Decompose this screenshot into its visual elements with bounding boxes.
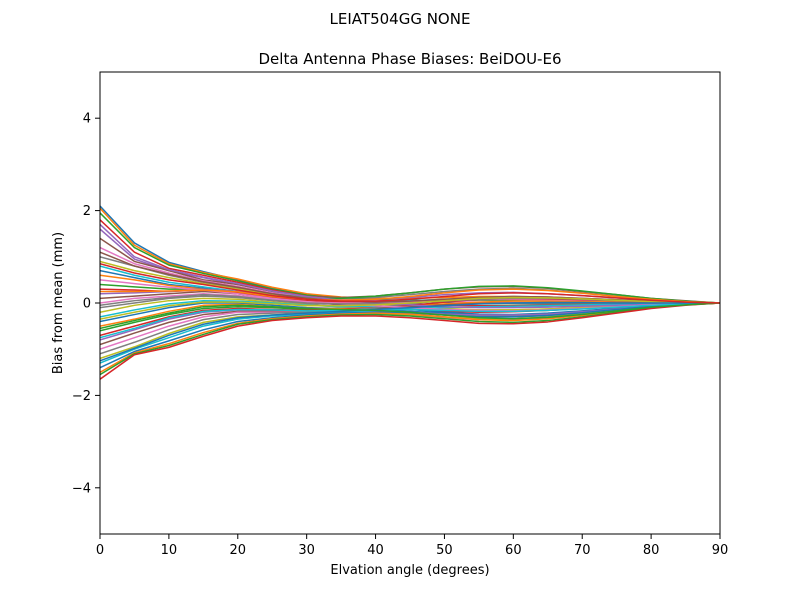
x-tick-label: 70 [574, 543, 591, 558]
x-tick-label: 90 [712, 543, 729, 558]
y-axis: −4 −2 0 2 4 [72, 112, 100, 496]
y-tick-label: 4 [83, 112, 91, 127]
series-line-40 [100, 302, 720, 339]
x-axis-label: Elvation angle (degrees) [330, 563, 489, 578]
x-axis: 0 10 20 30 40 50 60 70 80 90 [96, 534, 728, 558]
chart-title: Delta Antenna Phase Biases: BeiDOU-E6 [259, 50, 562, 68]
series-line-31 [100, 302, 720, 369]
series-line-43 [100, 302, 720, 330]
series-line-34 [100, 302, 720, 380]
y-tick-label: 2 [83, 204, 91, 219]
series-line-33 [100, 302, 720, 376]
series-group [100, 205, 720, 380]
y-tick-label: 0 [83, 297, 91, 312]
series-line-35 [100, 223, 720, 309]
series-line-30 [100, 302, 720, 364]
y-tick-label: −2 [72, 389, 91, 404]
x-tick-label: 50 [436, 543, 453, 558]
series-line-42 [100, 288, 720, 304]
x-tick-label: 80 [643, 543, 660, 558]
x-tick-label: 10 [161, 543, 178, 558]
x-tick-label: 30 [298, 543, 315, 558]
y-axis-label: Bias from mean (mm) [51, 232, 66, 374]
x-tick-label: 60 [505, 543, 522, 558]
series-line-41 [100, 301, 720, 362]
x-tick-label: 0 [96, 543, 104, 558]
y-tick-label: −4 [72, 481, 91, 496]
x-tick-label: 20 [230, 543, 247, 558]
series-line-44 [100, 263, 720, 304]
x-tick-label: 40 [367, 543, 384, 558]
figure-suptitle: LEIAT504GG NONE [330, 10, 471, 28]
series-line-39 [100, 296, 720, 320]
